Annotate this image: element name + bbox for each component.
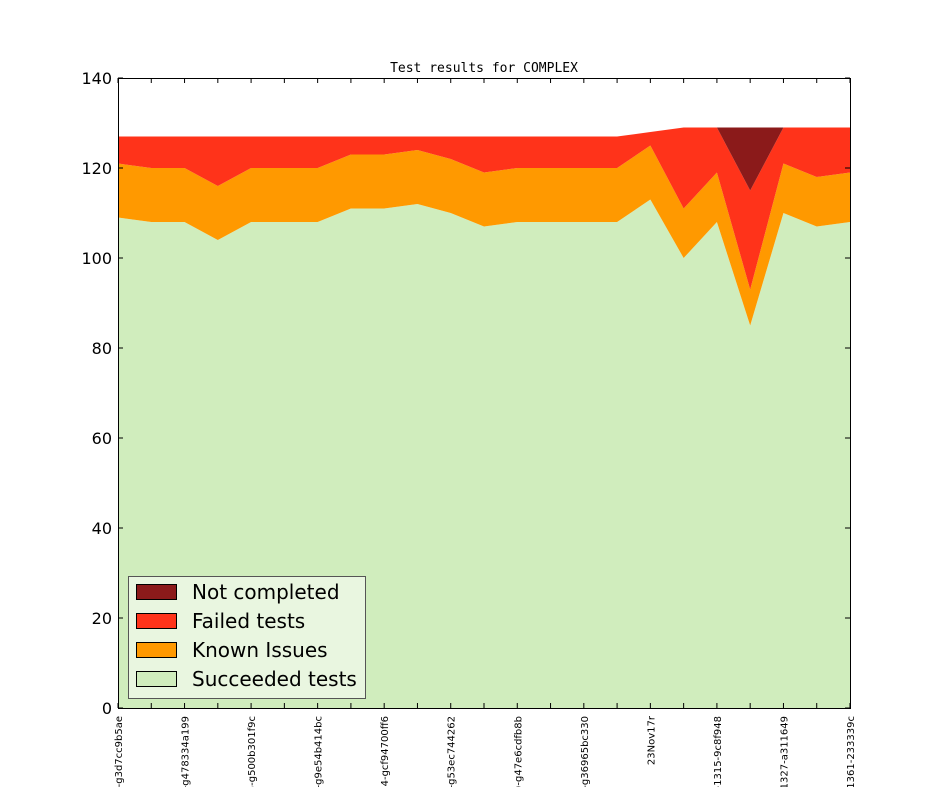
y-tick-label: 140 bbox=[81, 69, 112, 88]
legend-swatch-known-issues bbox=[136, 642, 177, 658]
y-tick-label: 80 bbox=[92, 339, 112, 358]
y-tick-label: 20 bbox=[92, 609, 112, 628]
x-tick-label: -1315-9c8f948 bbox=[713, 716, 724, 787]
legend-label: Known Issues bbox=[192, 638, 328, 662]
x-tick-label: l-g3d7cc9b5ae bbox=[114, 716, 125, 787]
x-tick-label: 1327-a311649 bbox=[779, 716, 790, 787]
y-tick-label: 40 bbox=[92, 519, 112, 538]
legend-swatch-succeeded-tests bbox=[136, 671, 177, 687]
legend-label: Failed tests bbox=[192, 609, 305, 633]
area-not-completed bbox=[118, 127, 850, 191]
x-tick-label: 4-gcf94700ff6 bbox=[380, 716, 391, 786]
legend-swatch-not-completed bbox=[136, 584, 177, 600]
x-tick-label: -g53ec744262 bbox=[447, 716, 458, 787]
legend: Not completed Failed tests Known Issues Suc… bbox=[128, 576, 366, 699]
x-tick-label: 5-g500b301f9c bbox=[247, 716, 258, 787]
x-tick-label: )-g47e6cdfb8b bbox=[513, 716, 524, 787]
y-tick-label: 120 bbox=[81, 159, 112, 178]
x-axis: l-g3d7cc9b5ae -g478334a199 5-g500b301f9c -g… bbox=[114, 78, 857, 787]
legend-label: Succeeded tests bbox=[192, 667, 357, 691]
y-tick-label: 60 bbox=[92, 429, 112, 448]
legend-label: Not completed bbox=[192, 580, 340, 604]
x-tick-label: -g36965bc330 bbox=[580, 716, 591, 787]
x-tick-label: -g9e54b414bc bbox=[314, 716, 325, 787]
x-tick-label: 23Nov17r bbox=[646, 715, 657, 765]
y-axis: 0 20 40 60 80 100 120 140 bbox=[81, 69, 850, 718]
y-tick-label: 0 bbox=[102, 699, 112, 718]
y-tick-label: 100 bbox=[81, 249, 112, 268]
area-failed-tests bbox=[118, 127, 850, 290]
legend-swatch-failed-tests bbox=[136, 613, 177, 629]
area-known-issues bbox=[118, 145, 850, 326]
x-tick-label: 1361-233339c bbox=[846, 716, 857, 787]
chart-title: Test results for COMPLEX bbox=[390, 61, 578, 76]
x-tick-label: -g478334a199 bbox=[181, 716, 192, 787]
